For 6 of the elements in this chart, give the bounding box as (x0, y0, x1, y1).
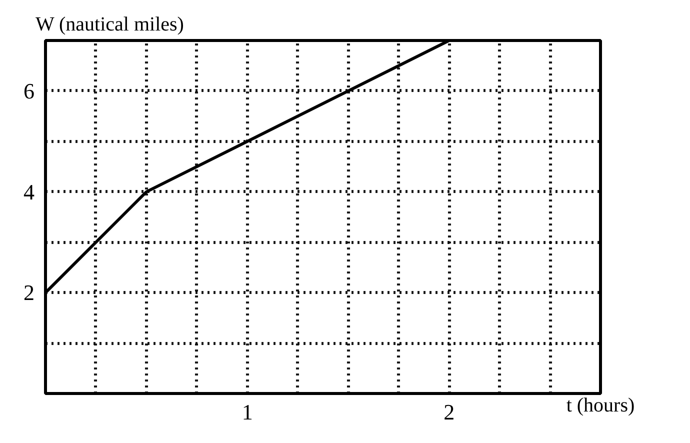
x-axis-title: t (hours) (566, 394, 635, 416)
x-tick-label: 1 (242, 400, 253, 424)
y-tick-label: 2 (24, 280, 34, 306)
y-tick-label: 6 (24, 78, 34, 104)
y-tick-label: 4 (24, 179, 34, 204)
y-axis-title: W (nautical miles) (36, 14, 184, 36)
